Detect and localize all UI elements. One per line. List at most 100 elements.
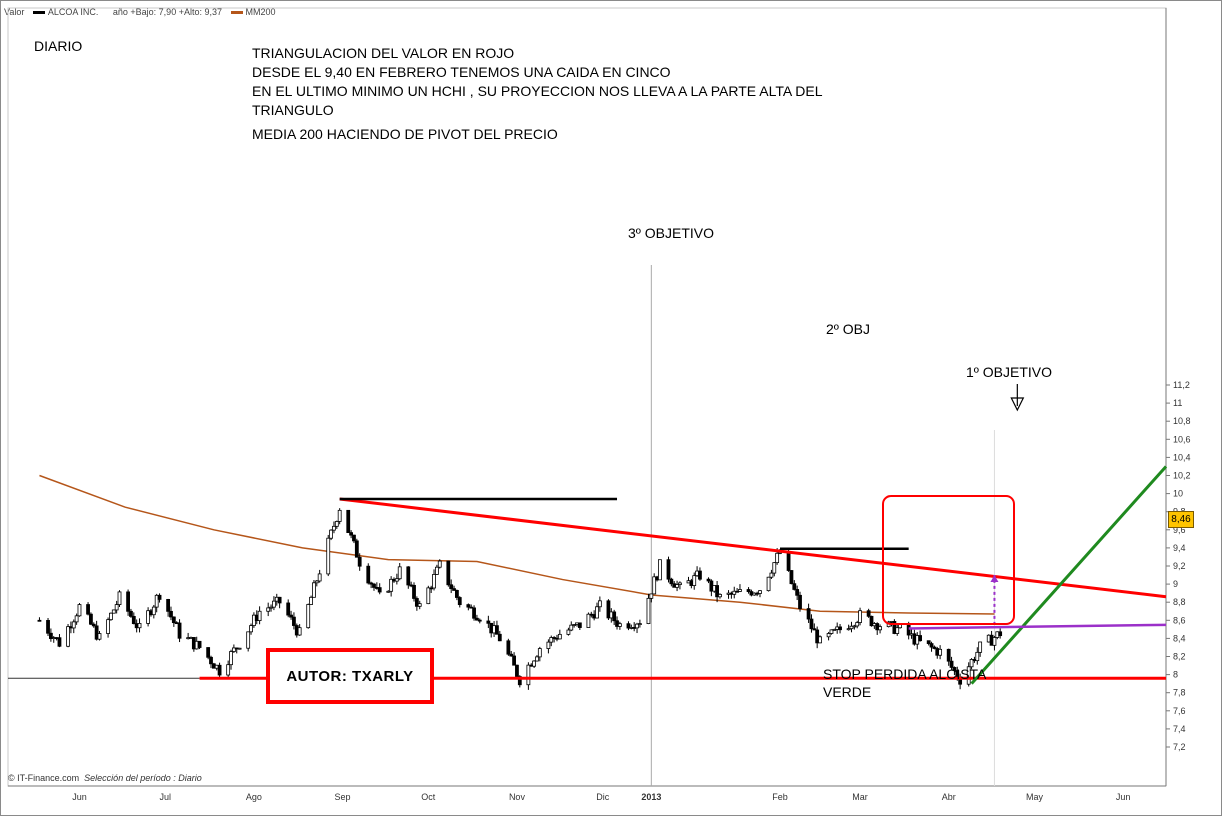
projection-arrowhead — [990, 575, 999, 583]
candle-body-87 — [389, 578, 394, 592]
candle-body-201 — [846, 628, 851, 631]
x-tick-label-9: Mar — [852, 792, 868, 802]
candle-body-223 — [932, 646, 937, 649]
candle-body-33 — [171, 616, 176, 624]
y-tick-label-2: 7,6 — [1173, 706, 1186, 716]
candle-body-19 — [114, 604, 119, 611]
x-tick-label-5: Nov — [509, 792, 526, 802]
candle-body-114 — [495, 625, 499, 635]
candle-body-238 — [992, 637, 997, 646]
candle-body-240 — [998, 631, 1003, 637]
candle-body-95 — [417, 603, 422, 607]
last-price-tag: 8,46 — [1168, 511, 1194, 528]
candle-body-190 — [798, 594, 802, 609]
candle-body-124 — [535, 656, 539, 662]
candle-body-200 — [838, 626, 842, 631]
x-tick-label-12: Jun — [1116, 792, 1131, 802]
candle-body-76 — [346, 509, 351, 533]
candle-body-75 — [337, 509, 342, 522]
candle-body-121 — [526, 664, 531, 686]
candle-body-11 — [86, 604, 90, 615]
candle-body-102 — [449, 584, 454, 590]
candle-body-210 — [878, 626, 882, 631]
ma-note: MEDIA 200 HACIENDO DE PIVOT DEL PRECIO — [252, 126, 558, 142]
candle-body-151 — [646, 597, 651, 624]
candle-body-20 — [117, 591, 122, 606]
candle-body-166 — [706, 578, 711, 582]
candle-body-48 — [231, 647, 236, 652]
candle-body-6 — [66, 626, 70, 647]
candle-body-126 — [546, 641, 551, 649]
candle-body-94 — [414, 598, 419, 607]
candle-body-16 — [106, 619, 110, 634]
y-tick-label-20: 11,2 — [1173, 380, 1190, 390]
legend-bar: Valor ALCOA INC. año +Bajo: 7,90 +Alto: … — [4, 4, 1166, 20]
candle-body-18 — [111, 609, 116, 614]
candle-body-15 — [97, 633, 102, 640]
candle-body-60 — [277, 596, 282, 604]
candle-body-99 — [434, 566, 439, 575]
candle-body-221 — [926, 640, 931, 644]
candle-body-145 — [617, 623, 622, 627]
target3-label: 3º OBJETIVO — [628, 225, 715, 241]
candle-body-183 — [772, 562, 777, 574]
candle-body-125 — [537, 648, 542, 658]
target1-arrowhead — [1010, 397, 1025, 412]
candle-body-198 — [832, 629, 837, 631]
candle-body-188 — [792, 583, 797, 590]
credit-line: © IT-Finance.com Selección del período :… — [8, 773, 202, 783]
ma200-line — [39, 474, 995, 615]
candle-body-25 — [137, 623, 142, 629]
trendline-green-support — [970, 465, 1168, 685]
candle-body-181 — [766, 576, 771, 592]
candle-body-159 — [675, 584, 679, 588]
candle-body-10 — [77, 604, 82, 617]
candle-body-72 — [329, 529, 333, 539]
candle-body-105 — [457, 597, 462, 606]
candle-body-90 — [397, 566, 402, 580]
y-tick-label-18: 10,8 — [1173, 416, 1191, 426]
candle-body-77 — [349, 532, 354, 536]
candle-body-226 — [946, 648, 951, 662]
analysis-text: TRIANGULACION DEL VALOR EN ROJO DESDE EL… — [252, 44, 823, 120]
candle-body-104 — [455, 590, 459, 598]
y-tick-label-0: 7,2 — [1173, 742, 1186, 752]
candle-body-153 — [652, 576, 657, 595]
candle-body-80 — [357, 556, 362, 567]
candle-body-0 — [37, 619, 42, 622]
valor-label: Valor — [4, 7, 25, 17]
candle-body-170 — [718, 593, 722, 598]
x-tick-label-0: Jun — [72, 792, 87, 802]
candle-body-135 — [577, 622, 582, 628]
candle-body-160 — [678, 582, 682, 585]
candle-body-235 — [978, 641, 983, 653]
candle-body-139 — [595, 606, 599, 619]
y-tick-label-4: 8 — [1173, 670, 1178, 680]
trendline-purple-neckline — [908, 623, 1167, 630]
candle-body-12 — [89, 613, 93, 625]
candle-body-66 — [306, 604, 311, 629]
y-tick-label-8: 8,8 — [1173, 597, 1186, 607]
candle-body-32 — [169, 610, 173, 618]
candle-body-132 — [569, 624, 574, 631]
author-box: AUTOR: TXARLY — [266, 648, 434, 704]
candle-body-214 — [895, 627, 900, 634]
candle-body-1 — [46, 620, 50, 634]
series-name: ALCOA INC. — [47, 7, 99, 17]
candle-body-150 — [637, 623, 642, 625]
candle-body-28 — [151, 606, 156, 616]
candle-body-133 — [572, 624, 577, 626]
candle-body-35 — [177, 622, 182, 639]
candle-body-51 — [246, 631, 251, 649]
x-tick-label-10: Abr — [942, 792, 956, 802]
candle-body-120 — [517, 676, 522, 686]
candle-body-143 — [612, 611, 617, 622]
candle-body-173 — [732, 590, 737, 595]
candle-body-184 — [775, 552, 780, 564]
candle-body-65 — [297, 627, 302, 636]
candle-body-42 — [209, 656, 213, 665]
analysis-line-2: DESDE EL 9,40 EN FEBRERO TENEMOS UNA CAI… — [252, 64, 671, 80]
candle-body-96 — [426, 587, 431, 605]
credit-source: © IT-Finance.com — [8, 773, 80, 783]
